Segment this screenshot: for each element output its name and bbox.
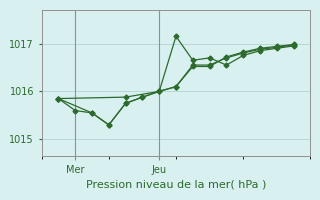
X-axis label: Pression niveau de la mer( hPa ): Pression niveau de la mer( hPa ) <box>86 179 266 189</box>
